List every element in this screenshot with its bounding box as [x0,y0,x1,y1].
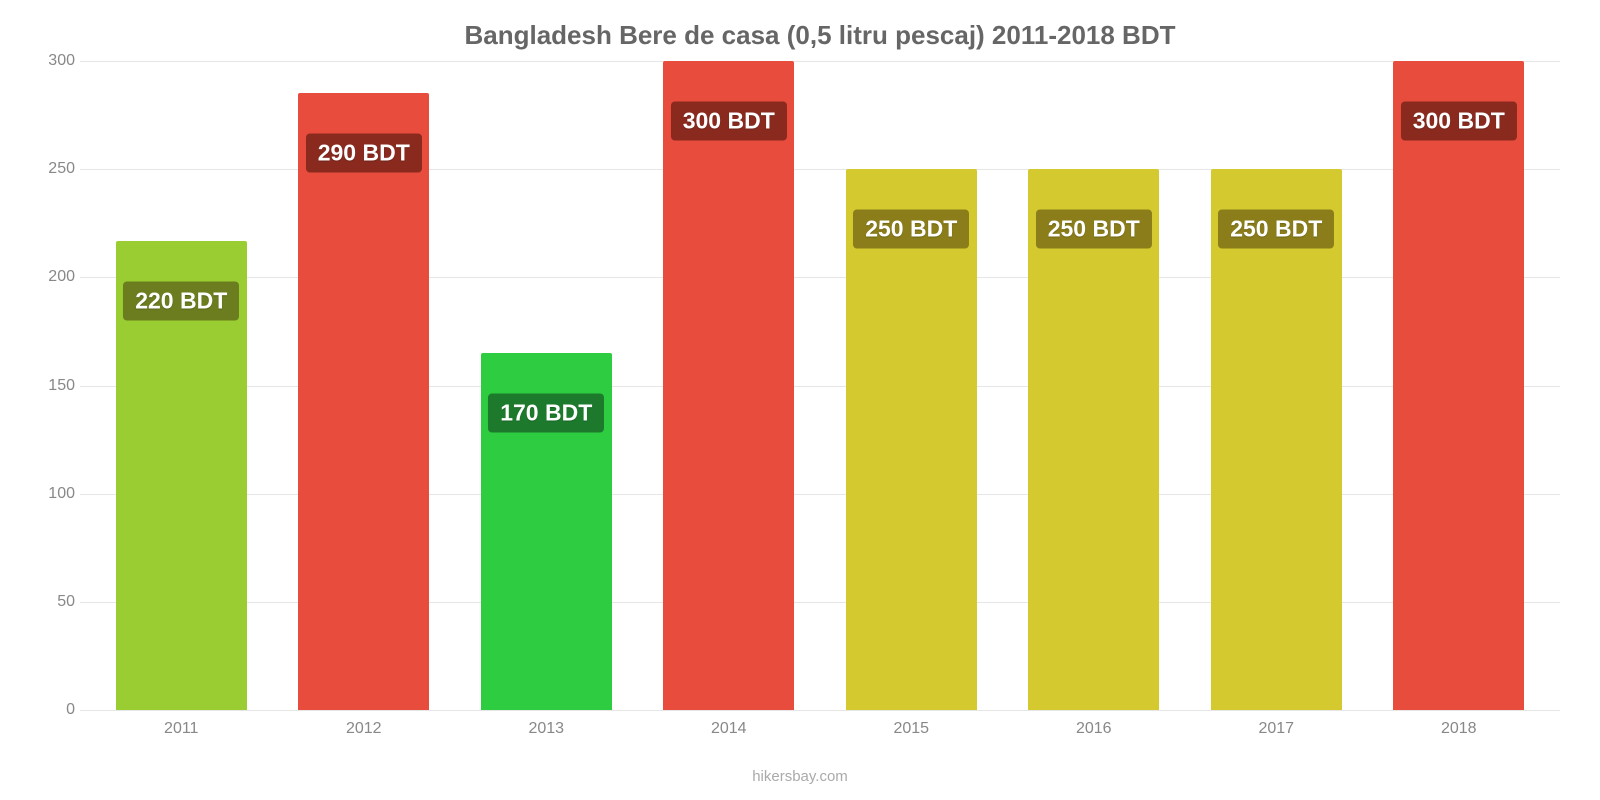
chart-container: Bangladesh Bere de casa (0,5 litru pesca… [80,20,1560,740]
bar-value-label: 170 BDT [488,394,604,433]
xtick-label: 2015 [893,720,929,738]
xtick-label: 2012 [346,720,382,738]
ytick-label: 100 [35,485,75,503]
xtick-label: 2013 [528,720,564,738]
bar-slot: 250 BDT2015 [820,61,1003,710]
bar-value-label: 290 BDT [306,134,422,173]
ytick-label: 150 [35,377,75,395]
chart-bar [298,93,429,710]
chart-bar [1211,169,1342,710]
xtick-label: 2018 [1441,720,1477,738]
bar-slot: 250 BDT2017 [1185,61,1368,710]
bar-value-label: 300 BDT [1401,102,1517,141]
bars-wrap: 220 BDT2011290 BDT2012170 BDT2013300 BDT… [80,61,1560,710]
bar-value-label: 250 BDT [853,210,969,249]
chart-bar [846,169,977,710]
bar-slot: 220 BDT2011 [90,61,273,710]
bar-value-label: 250 BDT [1036,210,1152,249]
xtick-label: 2011 [164,720,198,738]
bar-slot: 290 BDT2012 [273,61,456,710]
ytick-label: 50 [35,593,75,611]
xtick-label: 2016 [1076,720,1112,738]
ytick-label: 200 [35,268,75,286]
chart-bar [663,61,794,710]
ytick-label: 0 [35,701,75,719]
bar-slot: 250 BDT2016 [1003,61,1186,710]
ytick-label: 300 [35,52,75,70]
chart-title: Bangladesh Bere de casa (0,5 litru pesca… [80,20,1560,51]
bar-slot: 170 BDT2013 [455,61,638,710]
xtick-label: 2017 [1258,720,1294,738]
attribution: hikersbay.com [752,768,848,785]
gridline [80,710,1560,711]
ytick-label: 250 [35,160,75,178]
xtick-label: 2014 [711,720,747,738]
bar-value-label: 300 BDT [671,102,787,141]
bar-value-label: 250 BDT [1218,210,1334,249]
bar-slot: 300 BDT2018 [1368,61,1551,710]
bar-slot: 300 BDT2014 [638,61,821,710]
chart-bar [1028,169,1159,710]
chart-bar [1393,61,1524,710]
plot-area: 050100150200250300220 BDT2011290 BDT2012… [80,61,1560,711]
bar-value-label: 220 BDT [123,281,239,320]
